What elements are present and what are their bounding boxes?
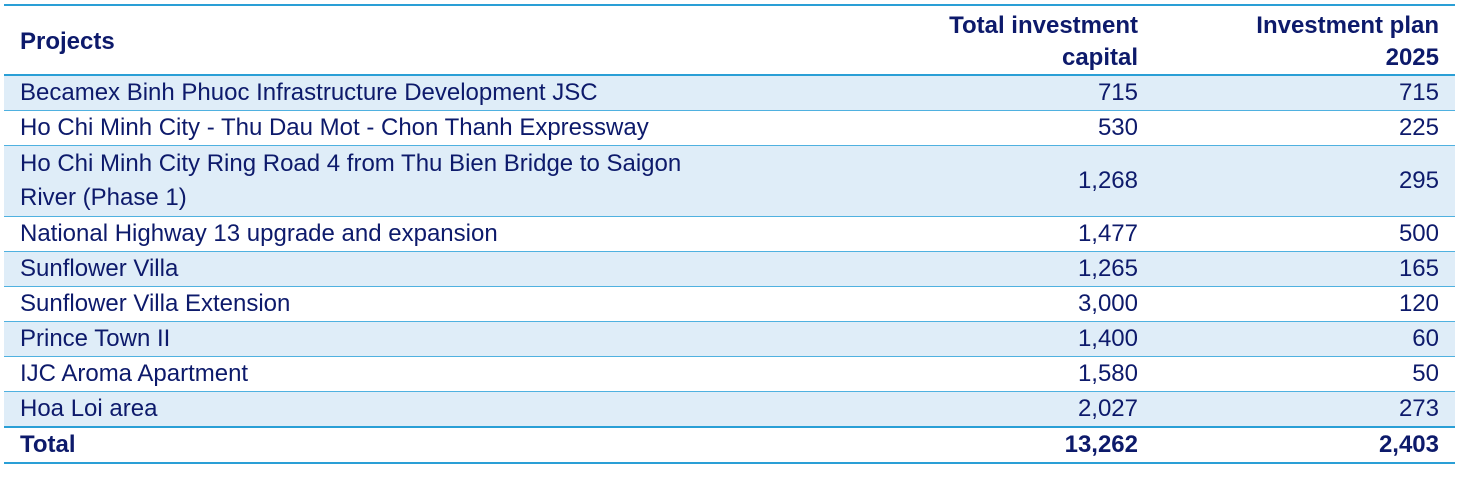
investment-plan-value: 295 <box>1154 145 1455 217</box>
investment-table: Projects Total investment capital Invest… <box>4 4 1455 464</box>
total-investment-value: 1,268 <box>884 145 1154 217</box>
investment-plan-value: 715 <box>1154 75 1455 111</box>
investment-plan-value: 50 <box>1154 356 1455 392</box>
table-row: National Highway 13 upgrade and expansio… <box>4 216 1455 252</box>
project-name: National Highway 13 upgrade and expansio… <box>4 216 884 252</box>
investment-plan-value: 60 <box>1154 321 1455 357</box>
total-investment-sum: 13,262 <box>884 426 1154 464</box>
table-total-row: Total 13,262 2,403 <box>4 426 1455 464</box>
total-investment-value: 1,580 <box>884 356 1154 392</box>
project-name: Sunflower Villa Extension <box>4 286 884 322</box>
header-investment-plan: Investment plan 2025 <box>1154 4 1455 76</box>
project-name: Ho Chi Minh City - Thu Dau Mot - Chon Th… <box>4 110 884 146</box>
investment-plan-value: 120 <box>1154 286 1455 322</box>
table-row: Prince Town II 1,400 60 <box>4 321 1455 357</box>
investment-plan-value: 500 <box>1154 216 1455 252</box>
project-name: Sunflower Villa <box>4 251 884 287</box>
project-name: Becamex Binh Phuoc Infrastructure Develo… <box>4 75 884 111</box>
project-name: Hoa Loi area <box>4 391 884 428</box>
project-name: IJC Aroma Apartment <box>4 356 884 392</box>
total-investment-value: 1,265 <box>884 251 1154 287</box>
total-label: Total <box>4 426 884 464</box>
project-name-line2: River (Phase 1) <box>20 184 187 211</box>
table-header-row: Projects Total investment capital Invest… <box>4 4 1455 76</box>
table-row: Ho Chi Minh City Ring Road 4 from Thu Bi… <box>4 145 1455 217</box>
total-investment-value: 3,000 <box>884 286 1154 322</box>
investment-plan-value: 225 <box>1154 110 1455 146</box>
table-row: Ho Chi Minh City - Thu Dau Mot - Chon Th… <box>4 110 1455 146</box>
header-total-investment-line1: Total investment <box>949 12 1138 39</box>
table-row: Hoa Loi area 2,027 273 <box>4 391 1455 428</box>
total-investment-value: 2,027 <box>884 391 1154 428</box>
header-total-investment: Total investment capital <box>884 4 1154 76</box>
total-investment-value: 1,477 <box>884 216 1154 252</box>
project-name-line1: Ho Chi Minh City Ring Road 4 from Thu Bi… <box>20 150 682 177</box>
investment-plan-value: 165 <box>1154 251 1455 287</box>
investment-plan-value: 273 <box>1154 391 1455 428</box>
project-name: Prince Town II <box>4 321 884 357</box>
total-investment-value: 530 <box>884 110 1154 146</box>
table-row: Sunflower Villa Extension 3,000 120 <box>4 286 1455 322</box>
total-investment-value: 715 <box>884 75 1154 111</box>
header-investment-plan-line1: Investment plan <box>1256 12 1439 39</box>
project-name: Ho Chi Minh City Ring Road 4 from Thu Bi… <box>4 145 884 217</box>
table-row: Sunflower Villa 1,265 165 <box>4 251 1455 287</box>
header-projects: Projects <box>4 4 884 76</box>
table-row: Becamex Binh Phuoc Infrastructure Develo… <box>4 75 1455 111</box>
total-investment-value: 1,400 <box>884 321 1154 357</box>
header-investment-plan-line2: 2025 <box>1385 44 1439 71</box>
table-row: IJC Aroma Apartment 1,580 50 <box>4 356 1455 392</box>
investment-plan-sum: 2,403 <box>1154 426 1455 464</box>
header-total-investment-line2: capital <box>1061 44 1138 71</box>
